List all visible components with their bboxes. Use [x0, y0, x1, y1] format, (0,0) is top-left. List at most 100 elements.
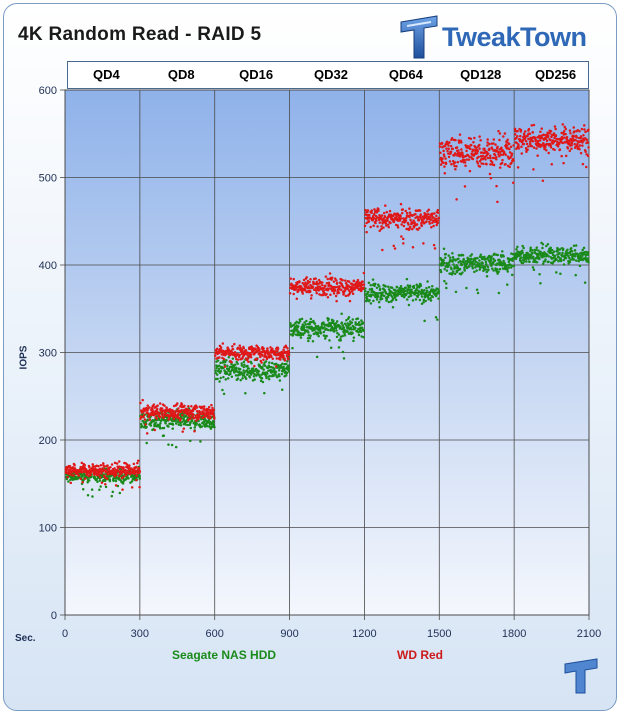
data-point [219, 376, 222, 380]
qd-label-qd64: QD64 [388, 67, 423, 82]
data-point [292, 331, 296, 334]
data-point [417, 218, 421, 222]
data-point [287, 367, 291, 370]
data-point [206, 416, 210, 419]
data-point [535, 248, 538, 252]
data-point [335, 329, 338, 332]
data-point [542, 255, 546, 258]
data-point [531, 139, 535, 143]
data-point [419, 284, 422, 288]
data-point [342, 326, 346, 329]
data-point [141, 415, 145, 419]
data-point [377, 292, 381, 295]
data-point [97, 465, 100, 468]
data-point [414, 212, 417, 216]
data-point [195, 422, 198, 425]
data-point [348, 291, 352, 294]
y-tick-600: 600 [39, 85, 57, 97]
series-wd-red [64, 123, 590, 491]
data-point [311, 339, 315, 343]
data-point [507, 260, 511, 264]
data-point [238, 344, 242, 347]
data-point [532, 146, 536, 149]
data-point [383, 216, 387, 219]
data-point [572, 135, 576, 138]
data-point [390, 286, 394, 289]
data-point [520, 145, 523, 149]
data-point [201, 410, 204, 413]
data-point [102, 462, 105, 465]
data-point [223, 363, 226, 366]
data-point [571, 137, 575, 140]
data-point [337, 346, 341, 349]
data-point [66, 475, 69, 479]
data-point [394, 291, 397, 295]
data-point [468, 169, 472, 173]
data-point [401, 237, 405, 241]
data-point [504, 153, 507, 157]
data-point [564, 132, 567, 136]
data-point [492, 142, 495, 145]
data-point [318, 293, 321, 296]
x-tick-300: 300 [131, 628, 149, 640]
data-point [122, 466, 125, 469]
data-point [377, 300, 381, 304]
data-point [500, 146, 503, 150]
data-point [305, 276, 308, 279]
data-point [264, 360, 268, 363]
data-point [160, 413, 164, 416]
data-point [392, 244, 395, 248]
data-point [124, 473, 128, 477]
data-point [485, 270, 488, 274]
data-point [363, 290, 367, 293]
data-point [219, 369, 223, 373]
data-point [83, 477, 87, 480]
data-point [586, 257, 590, 260]
data-point [159, 422, 162, 425]
data-point [385, 224, 388, 227]
data-point [172, 410, 176, 413]
data-point [477, 155, 480, 159]
data-point [498, 138, 501, 142]
data-point [108, 479, 112, 483]
data-point [138, 485, 141, 489]
data-point [322, 289, 326, 292]
data-point [212, 415, 216, 418]
data-point [247, 351, 250, 355]
data-point [100, 472, 103, 475]
x-tick-900: 900 [280, 628, 298, 640]
data-point [526, 148, 529, 152]
data-point [95, 478, 98, 481]
data-point [430, 225, 433, 229]
data-point [322, 291, 326, 295]
data-point [408, 207, 411, 210]
data-point [498, 258, 501, 261]
data-point [193, 426, 196, 429]
data-point [560, 135, 564, 139]
data-point [581, 162, 585, 166]
data-point [461, 253, 465, 257]
data-point [463, 185, 467, 188]
data-point [314, 277, 317, 280]
data-point [189, 439, 192, 443]
data-point [486, 138, 489, 141]
data-point [344, 294, 348, 298]
data-point [144, 420, 148, 423]
data-point [511, 259, 514, 262]
data-point [515, 248, 518, 251]
data-point [231, 347, 235, 351]
data-point [475, 269, 478, 272]
data-point [488, 142, 491, 146]
data-point [467, 158, 471, 161]
data-point [531, 248, 534, 252]
data-point [374, 221, 377, 225]
corner-logo-icon [564, 658, 598, 694]
data-point [109, 466, 112, 469]
data-point [354, 326, 357, 330]
data-point [162, 434, 166, 437]
data-point [96, 480, 99, 483]
data-point [336, 281, 339, 285]
data-point [427, 297, 430, 301]
data-point [386, 219, 389, 222]
data-point [478, 143, 481, 147]
